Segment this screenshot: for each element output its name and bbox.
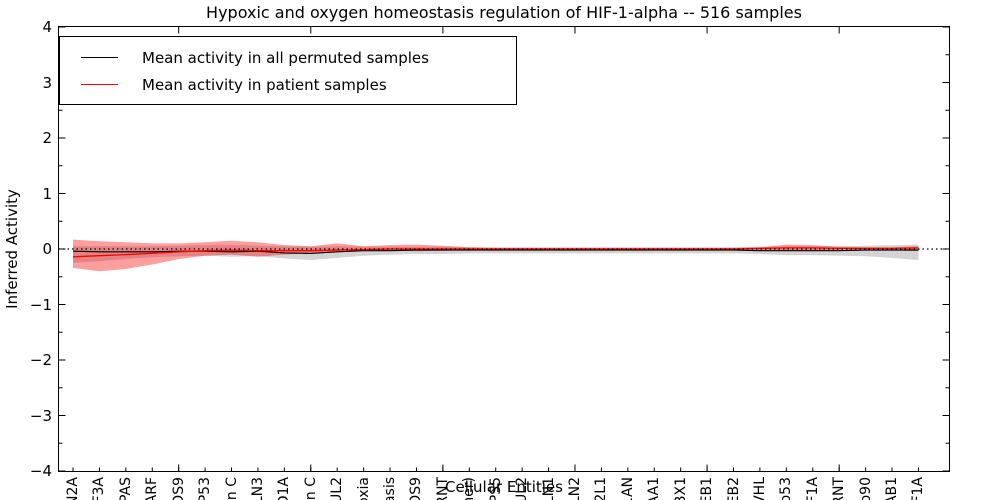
x-tick-label: ARNT/IPAS	[118, 477, 134, 500]
y-tick-label: 3	[42, 73, 52, 92]
y-tick-label: −3	[29, 406, 52, 425]
x-tick-label: ARD1A	[276, 477, 292, 500]
x-tick-label: HIF1AN	[620, 477, 636, 500]
y-tick-label: −4	[29, 462, 52, 480]
x-tick-label: HIF1A/p53	[778, 477, 794, 500]
x-tick-label: response to hypoxia	[356, 477, 372, 500]
patient-envelope-band	[73, 239, 919, 272]
x-tick-label: HIF1A/p19ARF	[144, 477, 160, 500]
x-tick-label: HSP90AA1	[646, 477, 662, 500]
permuted-line-swatch	[81, 57, 118, 58]
legend-item-permuted: Mean activity in all permuted samples	[60, 44, 516, 71]
x-tick-label: CDKN2A	[65, 477, 81, 500]
x-tick-label: RACK1/Elongin B/Elongin C	[303, 477, 319, 500]
x-tick-label: TCEB2	[725, 477, 742, 500]
x-tick-label: VHL/Elongin B/Elongin C/RBX1/CUL2/HIF1A	[910, 477, 926, 500]
x-tick-label: HIF1A/ARNT	[831, 477, 847, 500]
legend-label-permuted: Mean activity in all permuted samples	[142, 48, 429, 67]
x-tick-label: HIF1A/JAB1	[884, 477, 900, 500]
x-axis-label: Cellular Entities	[445, 478, 563, 496]
x-tick-label: COPS5	[488, 477, 504, 500]
x-tick-label: TP53	[197, 477, 214, 500]
x-tick-label: GNB2L1	[593, 477, 609, 500]
y-tick-label: 1	[42, 184, 52, 203]
x-tick-label: PHD1-3/OS9	[171, 477, 187, 500]
x-tick-label: HIF3A	[91, 477, 108, 500]
legend-label-patient: Mean activity in patient samples	[142, 75, 387, 94]
plot-area	[58, 26, 950, 472]
y-tick-label: 2	[42, 129, 52, 147]
x-tick-label: OS9	[408, 477, 425, 500]
x-tick-label: oxygen homeostasis	[382, 477, 398, 500]
x-tick-label: FIH (dimer)	[461, 477, 477, 500]
x-tick-label: EGLN1	[541, 477, 557, 500]
x-tick-label: HIF1A	[804, 477, 821, 500]
y-tick-label: 0	[42, 240, 52, 258]
y-tick-label: −1	[29, 295, 52, 314]
x-tick-label: HIF1A/RACK1/Elongin B/Elongin C	[224, 477, 240, 500]
chart-title: Hypoxic and oxygen homeostasis regulatio…	[206, 3, 802, 22]
y-tick-label: −2	[29, 351, 52, 369]
x-tick-label: EGLN3	[250, 477, 266, 500]
x-tick-label: VHL/Elongin B/Elongin C/RBX1/CUL2	[329, 477, 345, 500]
patient-line-swatch	[81, 84, 118, 85]
legend: Mean activity in all permuted samples Me…	[59, 36, 517, 105]
permuted-mean-line	[72, 249, 919, 254]
x-tick-label: HIF1A/Hsp90	[858, 477, 874, 500]
x-tick-label: ARNT	[434, 477, 451, 500]
x-tick-label: VHL	[751, 477, 768, 500]
x-tick-label: TCEB1	[699, 477, 716, 500]
x-tick-label: EGLN2	[567, 477, 583, 500]
y-tick-label: 4	[42, 18, 52, 36]
x-tick-label: RBX1	[672, 477, 689, 500]
legend-item-patient: Mean activity in patient samples	[60, 71, 516, 98]
x-tick-label: CUL2	[514, 477, 531, 500]
